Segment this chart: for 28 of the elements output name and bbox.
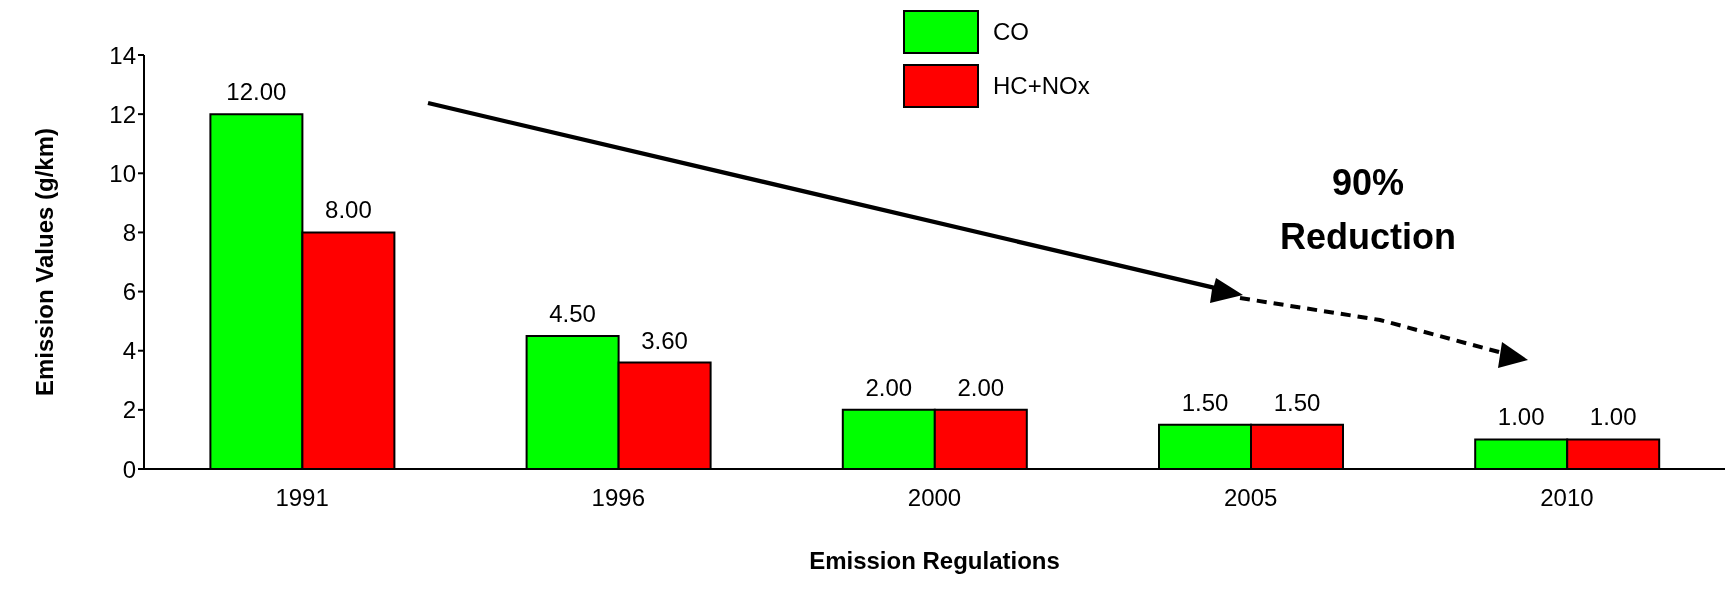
annotation: 90% Reduction xyxy=(1279,161,1457,259)
legend-label: HC+NOx xyxy=(993,72,1090,100)
y-tick-label: 2 xyxy=(122,396,136,424)
data-label: 2.00 xyxy=(865,373,913,401)
y-axis-title: Emission Values (g/km) xyxy=(30,127,58,397)
y-tick-label: 10 xyxy=(109,159,136,187)
x-tick-label: 1996 xyxy=(591,484,645,512)
data-label: 12.00 xyxy=(226,78,287,106)
data-label: 1.00 xyxy=(1497,403,1545,431)
legend-label: CO xyxy=(993,18,1029,46)
data-label: 1.50 xyxy=(1273,388,1321,416)
y-tick-label: 0 xyxy=(122,455,136,483)
data-label: 3.60 xyxy=(641,326,688,354)
data-label: 2.00 xyxy=(957,373,1005,401)
x-tick-label: 1991 xyxy=(275,484,329,512)
y-tick-label: 12 xyxy=(109,100,136,128)
data-label: 1.00 xyxy=(1589,403,1637,431)
data-label: 1.50 xyxy=(1181,388,1229,416)
x-tick-label: 2005 xyxy=(1224,484,1278,512)
x-tick-label: 2010 xyxy=(1540,484,1594,512)
x-tick-label: 2000 xyxy=(907,484,962,512)
y-tick-label: 14 xyxy=(109,41,136,69)
data-label: 8.00 xyxy=(325,196,372,224)
y-tick-label: 6 xyxy=(122,278,136,306)
data-label: 4.50 xyxy=(549,299,596,327)
x-axis-title: Emission Regulations xyxy=(809,547,1060,574)
y-tick-label: 4 xyxy=(122,337,136,365)
y-tick-label: 8 xyxy=(122,218,136,246)
